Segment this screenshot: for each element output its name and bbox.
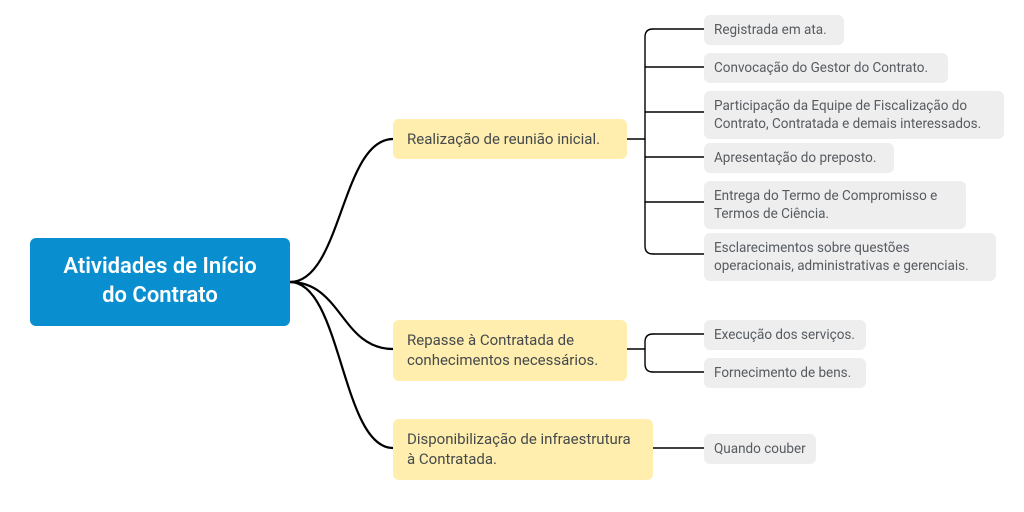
root-node: Atividades de Início do Contrato [30,238,290,326]
level2-node-l1a-4: Entrega do Termo de Compromisso e Termos… [704,181,966,229]
level2-node-l1a-0-label: Registrada em ata. [714,21,827,39]
level2-node-l1b-0-label: Execução dos serviços. [714,326,855,344]
level1-node-0-label: Realização de reunião inicial. [407,129,600,149]
level2-node-l1b-1: Fornecimento de bens. [704,358,866,388]
level2-node-l1b-1-label: Fornecimento de bens. [714,364,851,382]
level2-node-l1a-3: Apresentação do preposto. [704,143,894,173]
level2-node-l1a-2: Participação da Equipe de Fiscalização d… [704,91,1004,139]
level2-node-l1a-1: Convocação do Gestor do Contrato. [704,53,948,83]
level2-node-l1a-1-label: Convocação do Gestor do Contrato. [714,59,928,77]
level2-node-l1a-5-label: Esclarecimentos sobre questões operacion… [714,239,986,275]
level2-node-l1a-2-label: Participação da Equipe de Fiscalização d… [714,97,994,133]
level1-node-1-label: Repasse à Contratada de conhecimentos ne… [407,330,613,371]
level1-node-1: Repasse à Contratada de conhecimentos ne… [393,320,627,381]
level2-node-l1c-0: Quando couber [704,434,816,464]
level1-node-2-label: Disponibilização de infraestrutura à Con… [407,429,639,470]
level2-node-l1a-4-label: Entrega do Termo de Compromisso e Termos… [714,187,956,223]
level2-node-l1a-5: Esclarecimentos sobre questões operacion… [704,233,996,281]
root-label: Atividades de Início do Contrato [52,253,268,310]
level2-node-l1b-0: Execução dos serviços. [704,320,866,350]
level2-node-l1a-0: Registrada em ata. [704,15,844,45]
level1-node-0: Realização de reunião inicial. [393,119,627,159]
level2-node-l1a-3-label: Apresentação do preposto. [714,149,876,167]
level2-node-l1c-0-label: Quando couber [714,440,806,458]
level1-node-2: Disponibilização de infraestrutura à Con… [393,419,653,480]
